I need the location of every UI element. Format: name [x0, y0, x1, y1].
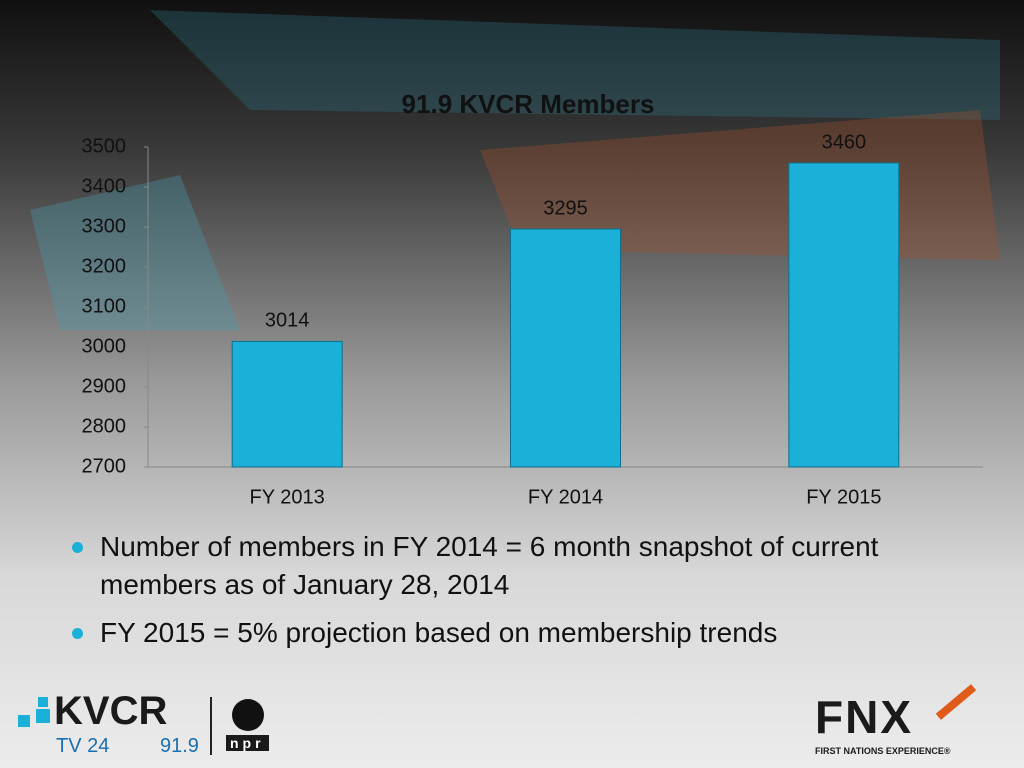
y-tick-label: 3100: [82, 295, 127, 317]
fnx-text: FNX: [815, 691, 913, 743]
y-tick-label: 2700: [82, 455, 127, 477]
y-tick-label: 3200: [82, 255, 127, 277]
value-label: 3014: [265, 310, 310, 332]
y-tick-label: 3400: [82, 175, 127, 197]
npr-text: npr: [226, 735, 269, 751]
value-label: 3460: [822, 131, 867, 153]
bar: [788, 162, 900, 468]
x-tick-label: FY 2014: [528, 486, 603, 508]
value-label: 3295: [543, 197, 588, 219]
y-tick-label: 3500: [82, 135, 127, 157]
chart: 91.9 KVCR Members 2700 2800 2900 3000 3100 32…: [82, 89, 983, 508]
bullet-dot: [72, 542, 83, 553]
kvcr-logo: KVCR TV 24 91.9 npr: [18, 689, 288, 760]
chart-title: 91.9 KVCR Members: [402, 89, 655, 119]
kvcr-text: KVCR: [54, 689, 168, 733]
y-tick-label: 2900: [82, 375, 127, 397]
bar: [510, 228, 621, 468]
x-tick-label: FY 2015: [806, 486, 881, 508]
y-tick-label: 3300: [82, 215, 127, 237]
bullet-text: FY 2015 = 5% projection based on members…: [100, 617, 778, 648]
fnx-logo: FNX FIRST NATIONS EXPERIENCE®: [815, 684, 1015, 760]
y-tick-label: 3000: [82, 335, 127, 357]
tv-text: TV 24: [56, 735, 110, 757]
bar: [231, 340, 343, 468]
bullet-dot: [72, 628, 83, 639]
radio-text: 91.9: [160, 735, 199, 757]
x-tick-label: FY 2013: [250, 486, 325, 508]
bullet-text: Number of members in FY 2014 = 6 month s…: [100, 531, 879, 600]
fnx-tagline: FIRST NATIONS EXPERIENCE®: [815, 746, 951, 756]
y-tick-label: 2800: [82, 415, 127, 437]
